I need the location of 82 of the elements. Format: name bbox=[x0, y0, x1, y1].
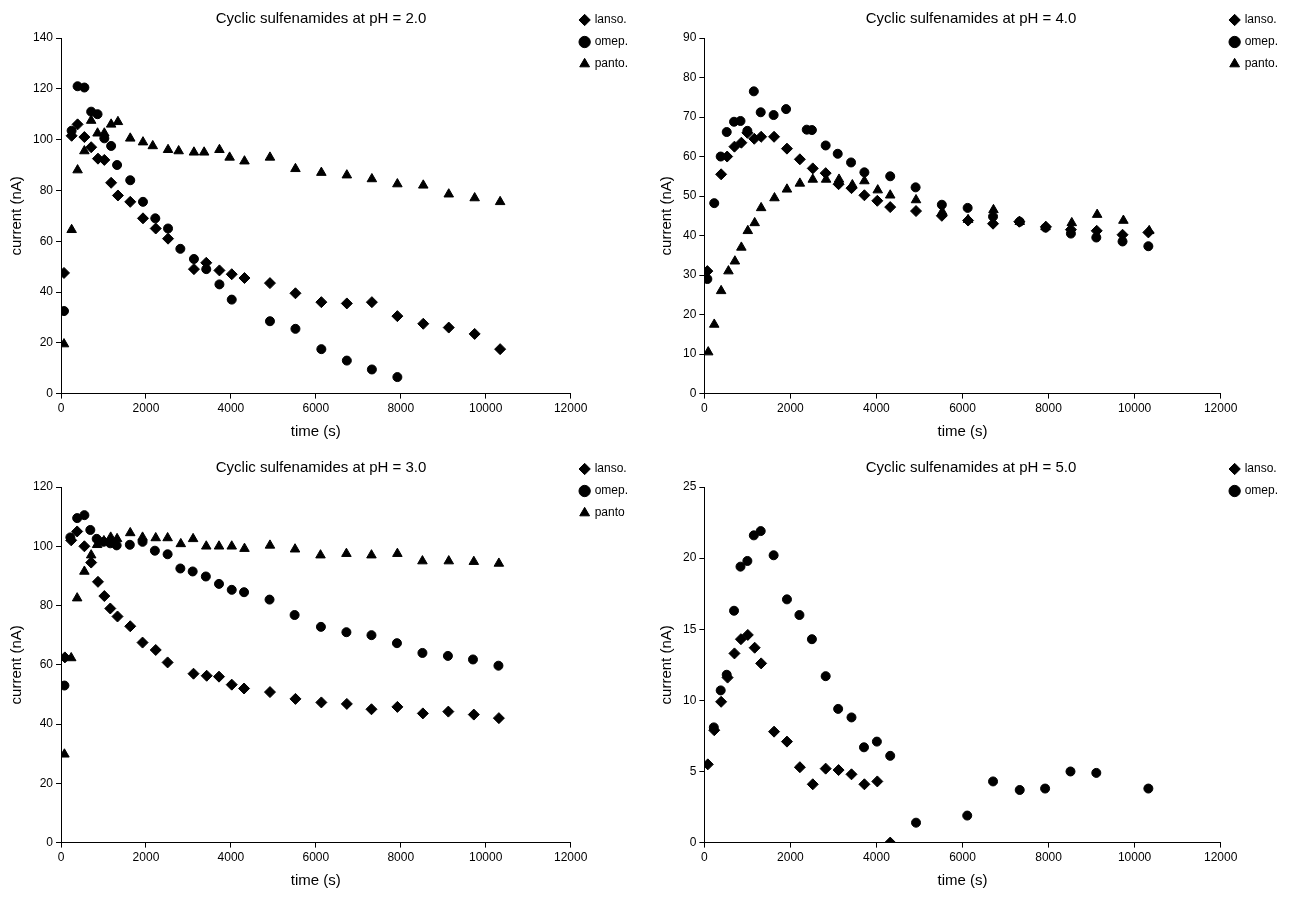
x-axis-title: time (s) bbox=[937, 871, 988, 889]
y-tick-label: 60 bbox=[682, 148, 697, 163]
x-tick-label: 12000 bbox=[553, 850, 588, 865]
x-tick-label: 2000 bbox=[777, 850, 805, 865]
y-tick-label: 5 bbox=[689, 763, 697, 778]
y-tick-label: 10 bbox=[682, 692, 697, 707]
legend-label: lanso. bbox=[1244, 461, 1277, 476]
x-tick-label: 6000 bbox=[949, 850, 977, 865]
legend-label: lanso. bbox=[594, 461, 627, 476]
y-tick-label: 40 bbox=[39, 716, 54, 731]
y-tick-label: 0 bbox=[689, 834, 697, 849]
x-tick-label: 4000 bbox=[217, 850, 245, 865]
x-tick-label: 4000 bbox=[217, 401, 245, 416]
legend-label: omep. bbox=[594, 34, 628, 49]
x-tick-label: 12000 bbox=[1203, 401, 1238, 416]
x-tick-label: 6000 bbox=[949, 401, 977, 416]
y-tick-label: 25 bbox=[682, 479, 697, 494]
chart-title: Cyclic sulfenamides at pH = 3.0 bbox=[215, 458, 427, 476]
chart-title: Cyclic sulfenamides at pH = 4.0 bbox=[865, 9, 1077, 27]
y-tick-label: 20 bbox=[39, 335, 54, 350]
x-tick-label: 6000 bbox=[302, 850, 330, 865]
legend-label: lanso. bbox=[594, 12, 627, 27]
x-tick-label: 8000 bbox=[387, 850, 415, 865]
y-tick-label: 80 bbox=[39, 182, 54, 197]
x-tick-label: 10000 bbox=[469, 850, 503, 865]
y-tick-label: 100 bbox=[32, 131, 54, 146]
x-tick-label: 0 bbox=[57, 401, 65, 416]
x-tick-label: 4000 bbox=[863, 401, 891, 416]
y-tick-label: 120 bbox=[32, 479, 54, 494]
x-tick-label: 0 bbox=[701, 401, 708, 416]
y-axis-title: current (nA) bbox=[7, 176, 25, 256]
x-tick-label: 6000 bbox=[302, 401, 330, 416]
y-tick-label: 50 bbox=[682, 188, 697, 203]
x-tick-label: 8000 bbox=[1035, 401, 1063, 416]
y-tick-label: 40 bbox=[39, 284, 54, 299]
y-axis-title: current (nA) bbox=[657, 176, 675, 256]
y-tick-label: 140 bbox=[32, 30, 54, 45]
x-tick-label: 8000 bbox=[1035, 850, 1063, 865]
legend-label: panto. bbox=[1244, 56, 1279, 71]
legend-label: omep. bbox=[1244, 34, 1278, 49]
x-tick-label: 2000 bbox=[132, 850, 160, 865]
x-tick-label: 12000 bbox=[1203, 850, 1238, 865]
y-tick-label: 0 bbox=[689, 385, 697, 400]
x-tick-label: 10000 bbox=[1117, 401, 1152, 416]
y-tick-label: 20 bbox=[682, 306, 697, 321]
x-axis-title: time (s) bbox=[290, 422, 341, 440]
y-axis-title: current (nA) bbox=[657, 625, 675, 705]
y-tick-label: 10 bbox=[682, 346, 697, 361]
x-axis-title: time (s) bbox=[937, 422, 988, 440]
y-tick-label: 90 bbox=[682, 30, 697, 45]
x-tick-label: 0 bbox=[701, 850, 708, 865]
x-axis-title: time (s) bbox=[290, 871, 341, 889]
y-tick-label: 15 bbox=[682, 621, 697, 636]
legend-label: lanso. bbox=[1244, 12, 1277, 27]
y-axis-title: current (nA) bbox=[7, 625, 25, 705]
y-tick-label: 60 bbox=[39, 233, 54, 248]
y-tick-label: 60 bbox=[39, 657, 54, 672]
x-tick-label: 0 bbox=[57, 850, 65, 865]
legend-label: panto bbox=[594, 505, 625, 520]
legend-label: panto. bbox=[594, 56, 629, 71]
legend-label: omep. bbox=[594, 483, 629, 498]
x-tick-label: 10000 bbox=[469, 401, 503, 416]
y-tick-label: 100 bbox=[32, 538, 54, 553]
y-tick-label: 120 bbox=[32, 81, 54, 96]
y-tick-label: 80 bbox=[682, 69, 697, 84]
chart-title: Cyclic sulfenamides at pH = 5.0 bbox=[865, 458, 1077, 476]
y-tick-label: 40 bbox=[682, 227, 697, 242]
y-tick-label: 30 bbox=[682, 267, 697, 282]
x-tick-label: 8000 bbox=[387, 401, 415, 416]
x-tick-label: 2000 bbox=[777, 401, 805, 416]
y-tick-label: 0 bbox=[46, 834, 54, 849]
y-tick-label: 0 bbox=[46, 385, 54, 400]
y-tick-label: 20 bbox=[39, 775, 54, 790]
y-tick-label: 70 bbox=[682, 109, 697, 124]
y-tick-label: 20 bbox=[682, 550, 697, 565]
x-tick-label: 10000 bbox=[1117, 850, 1152, 865]
x-tick-label: 2000 bbox=[132, 401, 160, 416]
x-tick-label: 4000 bbox=[863, 850, 891, 865]
y-tick-label: 80 bbox=[39, 597, 54, 612]
chart-title: Cyclic sulfenamides at pH = 2.0 bbox=[215, 9, 427, 27]
legend-label: omep. bbox=[1244, 483, 1279, 498]
x-tick-label: 12000 bbox=[553, 401, 588, 416]
